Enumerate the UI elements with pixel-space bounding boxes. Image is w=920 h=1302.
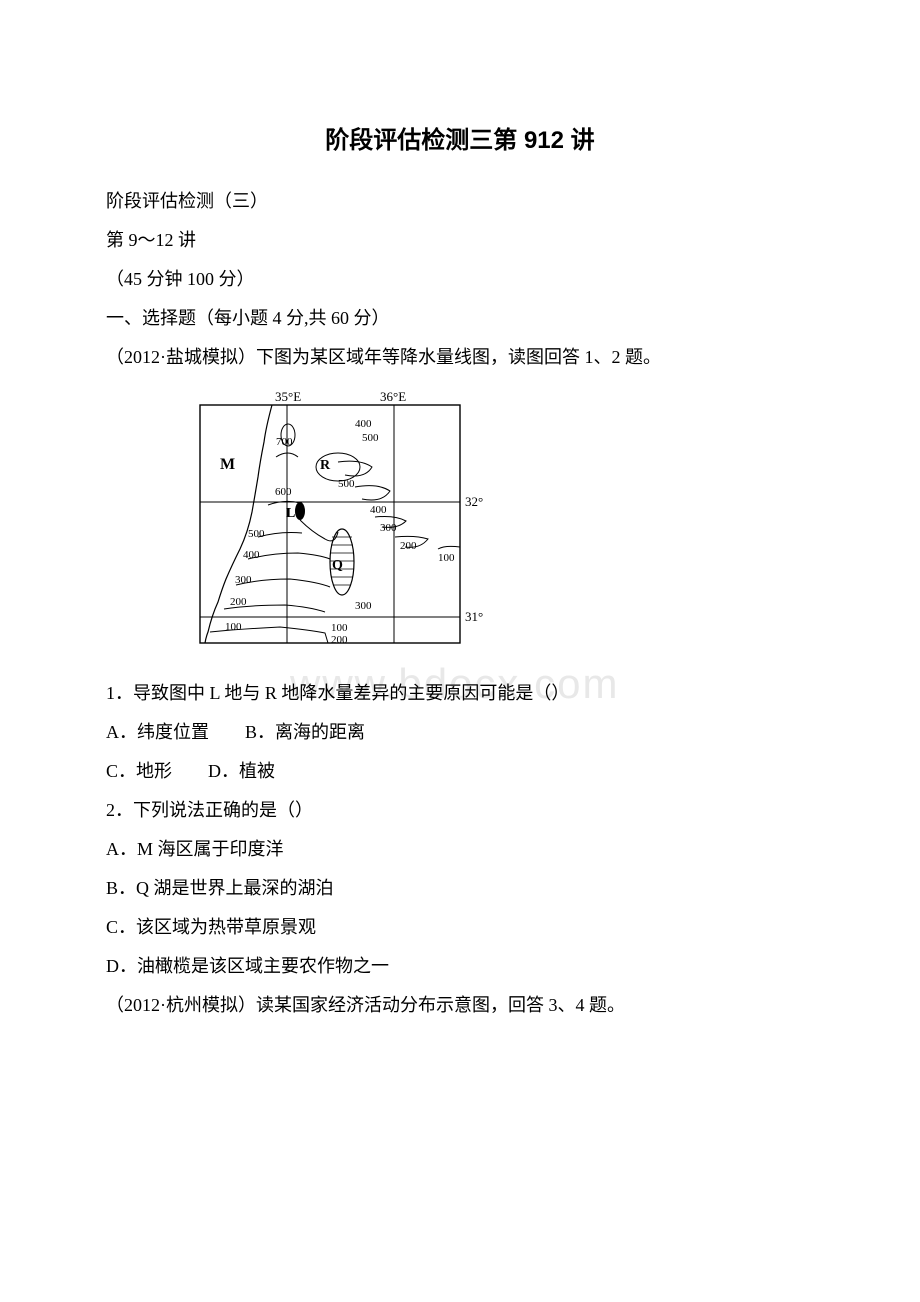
iso-400-e: 400 <box>370 504 387 516</box>
q2-stem: 2．下列说法正确的是（） <box>70 792 850 829</box>
iso-300-e: 300 <box>380 522 397 534</box>
iso-700: 700 <box>276 436 293 448</box>
iso-200-c: 200 <box>331 634 348 646</box>
q1-options-cd: C．地形 D．植被 <box>70 753 850 790</box>
label-q: Q <box>332 558 343 573</box>
q34-context: （2012·杭州模拟）读某国家经济活动分布示意图，回答 3、4 题。 <box>70 987 850 1024</box>
page-title: 阶段评估检测三第 912 讲 <box>70 120 850 155</box>
q2-option-d: D．油橄榄是该区域主要农作物之一 <box>70 948 850 985</box>
q2-option-c: C．该区域为热带草原景观 <box>70 909 850 946</box>
precipitation-map: 35°E 36°E 32° 31° 100 100 100 200 200 20… <box>180 387 500 652</box>
time-score: （45 分钟 100 分） <box>70 261 850 298</box>
iso-300-w: 300 <box>235 574 252 586</box>
iso-100-w: 100 <box>225 621 242 633</box>
iso-400-n: 400 <box>355 418 372 430</box>
iso-500-w: 500 <box>248 528 265 540</box>
lat-32: 32° <box>465 494 483 509</box>
iso-100-c: 100 <box>331 622 348 634</box>
q1-stem: 1．导致图中 L 地与 R 地降水量差异的主要原因可能是（） <box>70 675 850 712</box>
map-figure: 35°E 36°E 32° 31° 100 100 100 200 200 20… <box>180 387 850 657</box>
context-line: （2012·盐城模拟）下图为某区域年等降水量线图，读图回答 1、2 题。 <box>70 339 850 376</box>
iso-300-s: 300 <box>355 600 372 612</box>
q2-option-b: B．Q 湖是世界上最深的湖泊 <box>70 870 850 907</box>
lectures-range: 第 9～12 讲 <box>70 222 850 259</box>
iso-200-e: 200 <box>400 540 417 552</box>
iso-600: 600 <box>275 486 292 498</box>
q2-option-a: A．M 海区属于印度洋 <box>70 831 850 868</box>
test-heading: 阶段评估检测（三） <box>70 183 850 220</box>
lon-36: 36°E <box>380 389 406 404</box>
label-r: R <box>320 458 331 473</box>
label-m: M <box>220 456 235 473</box>
lon-35: 35°E <box>275 389 301 404</box>
iso-200-w: 200 <box>230 596 247 608</box>
iso-500-n: 500 <box>362 432 379 444</box>
lat-31: 31° <box>465 609 483 624</box>
q1-options-ab: A．纬度位置 B．离海的距离 <box>70 714 850 751</box>
iso-100-e: 100 <box>438 552 455 564</box>
iso-400-w: 400 <box>243 549 260 561</box>
label-l: L <box>286 506 295 521</box>
section-heading: 一、选择题（每小题 4 分,共 60 分） <box>70 300 850 337</box>
